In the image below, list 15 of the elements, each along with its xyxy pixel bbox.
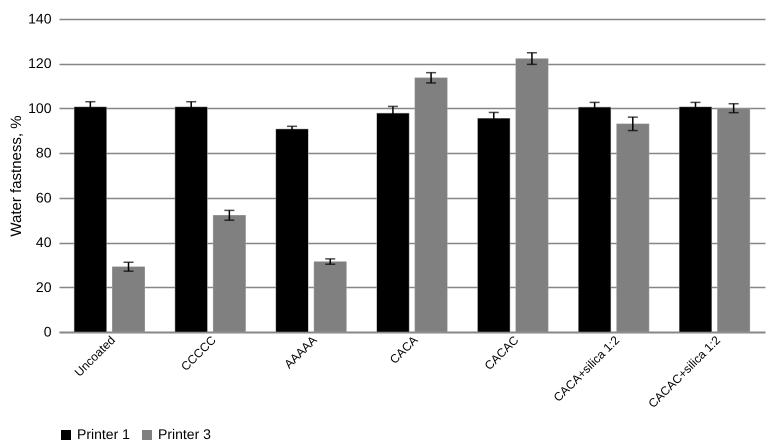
- bar: [578, 106, 612, 332]
- y-tick-label: 120: [28, 55, 52, 72]
- y-tick-label: 0: [44, 324, 52, 340]
- y-tick-label: 80: [36, 144, 52, 161]
- bar: [679, 106, 712, 332]
- legend-label: Printer 3: [158, 426, 212, 442]
- y-tick-label: 20: [36, 278, 52, 295]
- legend-label: Printer 1: [77, 426, 130, 442]
- y-axis-title: Water fastness, %: [8, 115, 26, 237]
- y-tick-label: 60: [36, 189, 52, 206]
- y-tick-label: 100: [28, 100, 52, 116]
- y-tick-label: 40: [36, 234, 52, 250]
- bar: [74, 106, 107, 332]
- y-tick-label: 140: [28, 10, 52, 26]
- bar: [174, 106, 208, 332]
